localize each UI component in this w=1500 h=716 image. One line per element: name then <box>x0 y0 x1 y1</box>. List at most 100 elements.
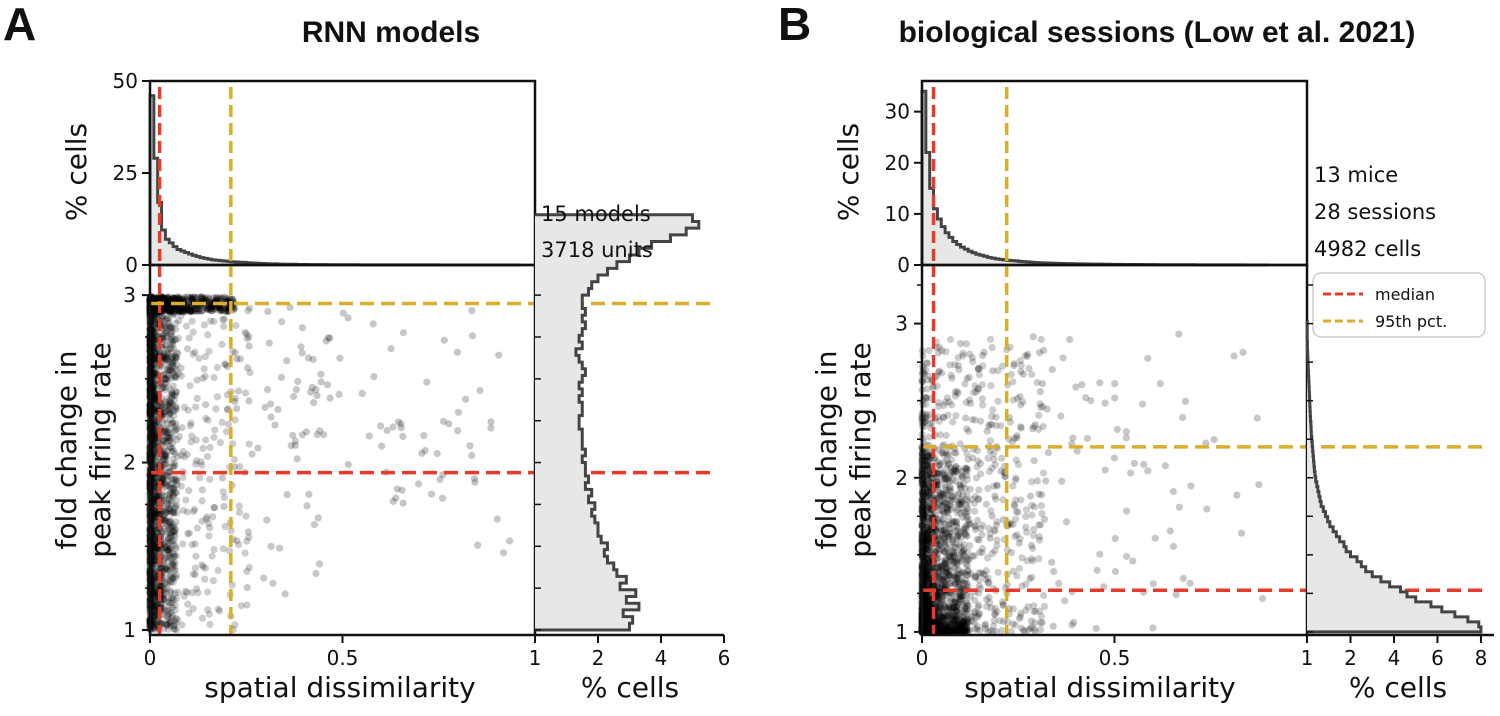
scatter-point <box>487 418 495 426</box>
scatter-point <box>150 624 158 633</box>
scatter-point <box>168 508 177 517</box>
scatter-point <box>150 551 158 559</box>
xtick-label: 0 <box>144 646 157 670</box>
scatter-point <box>171 373 179 381</box>
scatter-point <box>149 483 157 491</box>
panel-a-title: RNN models <box>302 16 480 49</box>
scatter-point <box>277 373 285 381</box>
scatter-point <box>170 396 179 404</box>
scatter-point <box>943 565 951 574</box>
scatter-point <box>169 382 177 390</box>
panel-b-top-hist-ylabel: % cells <box>832 123 865 221</box>
scatter-point <box>244 364 252 372</box>
scatter-point <box>159 383 167 391</box>
scatter-point <box>297 343 305 351</box>
scatter-point <box>171 504 179 512</box>
scatter-point <box>242 389 250 397</box>
scatter-point <box>454 408 462 416</box>
scatter-point <box>237 602 245 610</box>
scatter-point <box>163 300 171 308</box>
scatter-point <box>160 472 168 480</box>
scatter-point <box>399 329 407 337</box>
scatter-point <box>151 507 160 516</box>
scatter-point <box>1030 625 1038 633</box>
scatter-point <box>245 333 253 341</box>
scatter-point <box>169 594 177 602</box>
scatter-point <box>312 569 320 578</box>
scatter-point <box>150 486 158 494</box>
scatter-point <box>158 475 167 483</box>
scatter-point <box>316 427 324 435</box>
scatter-point <box>163 544 171 552</box>
scatter-point <box>151 394 159 402</box>
scatter-point <box>167 571 175 580</box>
scatter-point <box>162 355 171 363</box>
scatter-point <box>151 394 159 402</box>
scatter-point <box>163 431 171 439</box>
scatter-point <box>966 350 974 358</box>
scatter-point <box>150 421 158 429</box>
scatter-point <box>151 359 159 367</box>
scatter-point <box>171 525 179 533</box>
panel-a-annotation-models: 15 models <box>541 202 651 226</box>
scatter-point <box>149 557 157 565</box>
scatter-point <box>163 356 171 364</box>
scatter-point <box>169 362 177 370</box>
scatter-point <box>468 332 476 340</box>
scatter-point <box>160 514 168 522</box>
scatter-point <box>202 401 210 409</box>
scatter-point <box>150 497 158 505</box>
scatter-point <box>1037 625 1045 634</box>
scatter-point <box>177 372 186 380</box>
scatter-point <box>166 472 174 480</box>
scatter-point <box>951 528 959 536</box>
scatter-point <box>178 621 186 629</box>
scatter-point <box>150 442 158 450</box>
scatter-point <box>151 324 159 332</box>
scatter-point <box>161 460 169 468</box>
panel-a-xlabel: spatial dissimilarity <box>204 671 475 704</box>
scatter-point <box>213 363 221 372</box>
scatter-point <box>260 574 268 582</box>
scatter-point <box>171 559 179 567</box>
scatter-point <box>149 313 157 321</box>
scatter-point <box>335 390 343 398</box>
scatter-point <box>161 525 169 533</box>
scatter-point <box>161 323 169 332</box>
scatter-point <box>187 419 195 427</box>
scatter-point <box>942 449 950 457</box>
scatter-point <box>168 338 176 346</box>
scatter-point <box>184 530 192 538</box>
scatter-point <box>169 407 177 415</box>
scatter-point <box>188 317 196 325</box>
scatter-point <box>474 541 482 549</box>
scatter-point <box>468 451 476 460</box>
scatter-point <box>168 341 177 349</box>
scatter-point <box>149 541 157 549</box>
scatter-point <box>221 360 229 368</box>
scatter-point <box>987 382 995 390</box>
scatter-point <box>150 523 158 531</box>
scatter-point <box>167 324 175 332</box>
top-hist-ytick-label: 0 <box>897 253 910 277</box>
scatter-point <box>162 517 170 525</box>
scatter-point <box>923 359 931 367</box>
scatter-point <box>150 479 158 487</box>
scatter-point <box>962 398 971 406</box>
scatter-point <box>231 416 239 424</box>
scatter-point <box>179 506 187 515</box>
scatter-point <box>162 453 170 461</box>
scatter-point <box>191 348 199 356</box>
scatter-point <box>167 431 175 439</box>
scatter-point <box>166 437 174 445</box>
scatter-point <box>168 564 176 573</box>
scatter-point <box>170 625 178 633</box>
scatter-point <box>1022 512 1030 521</box>
scatter-point <box>149 440 158 448</box>
scatter-point <box>165 305 173 313</box>
scatter-point <box>211 426 219 434</box>
scatter-point <box>151 612 159 621</box>
scatter-point <box>167 528 175 537</box>
scatter-point <box>951 388 959 396</box>
scatter-point <box>994 397 1002 405</box>
